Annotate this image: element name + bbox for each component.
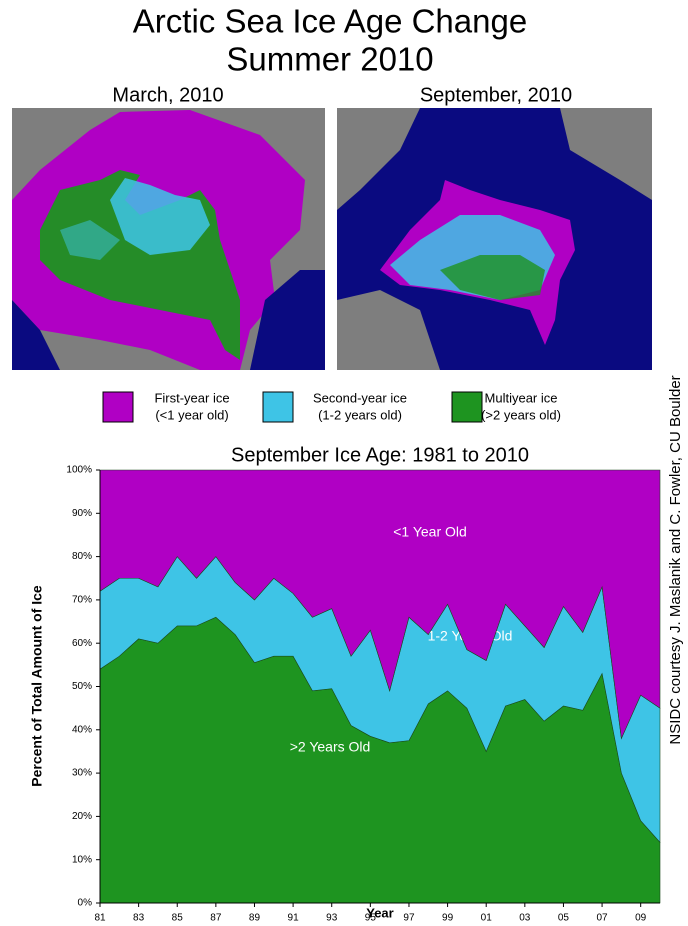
x-tick-label: 81: [94, 913, 106, 924]
y-tick-label: 40%: [72, 724, 92, 735]
legend-label: Second-year ice: [313, 390, 407, 405]
y-tick-label: 20%: [72, 811, 92, 822]
y-axis-label: Percent of Total Amount of Ice: [29, 585, 45, 787]
legend-label: First-year ice: [154, 390, 229, 405]
x-tick-label: 89: [249, 913, 261, 924]
x-tick-label: 93: [326, 913, 338, 924]
legend-sublabel: (<1 year old): [155, 407, 228, 422]
y-tick-label: 0%: [78, 898, 93, 909]
credit: NSIDC courtesy J. Maslanik and C. Fowler…: [667, 375, 684, 744]
x-tick-label: 95: [365, 913, 377, 924]
map: [337, 108, 652, 370]
legend-sublabel: (1-2 years old): [318, 407, 402, 422]
area-label: >2 Years Old: [290, 739, 371, 755]
x-tick-label: 03: [519, 913, 531, 924]
x-tick-label: 09: [635, 913, 647, 924]
legend-swatch: [451, 391, 483, 423]
map-label: September, 2010: [420, 84, 572, 106]
map-label: March, 2010: [112, 84, 223, 106]
x-tick-label: 97: [403, 913, 415, 924]
x-tick-label: 85: [172, 913, 184, 924]
y-tick-label: 80%: [72, 551, 92, 562]
area: [99, 469, 661, 740]
legend-label: Multiyear ice: [485, 390, 558, 405]
subtitle: Summer 2010: [226, 41, 433, 78]
y-tick-label: 70%: [72, 595, 92, 606]
y-tick-label: 60%: [72, 638, 92, 649]
x-tick-label: 83: [133, 913, 145, 924]
x-tick-label: 99: [442, 913, 454, 924]
chart-title: September Ice Age: 1981 to 2010: [231, 444, 529, 466]
x-axis-label: Year: [366, 905, 393, 920]
x-tick-label: 87: [210, 913, 222, 924]
y-tick-label: 90%: [72, 508, 92, 519]
title: Arctic Sea Ice Age Change: [133, 3, 527, 40]
x-tick-label: 07: [597, 913, 609, 924]
legend-swatch: [102, 391, 134, 423]
y-tick-label: 10%: [72, 854, 92, 865]
legend-sublabel: (>2 years old): [481, 407, 561, 422]
x-tick-label: 05: [558, 913, 570, 924]
x-tick-label: 01: [481, 913, 493, 924]
y-tick-label: 100%: [66, 465, 92, 476]
map: [12, 108, 325, 370]
y-tick-label: 30%: [72, 768, 92, 779]
legend-swatch: [262, 391, 294, 423]
y-tick-label: 50%: [72, 681, 92, 692]
x-tick-label: 91: [288, 913, 300, 924]
area-label: <1 Year Old: [393, 524, 467, 540]
